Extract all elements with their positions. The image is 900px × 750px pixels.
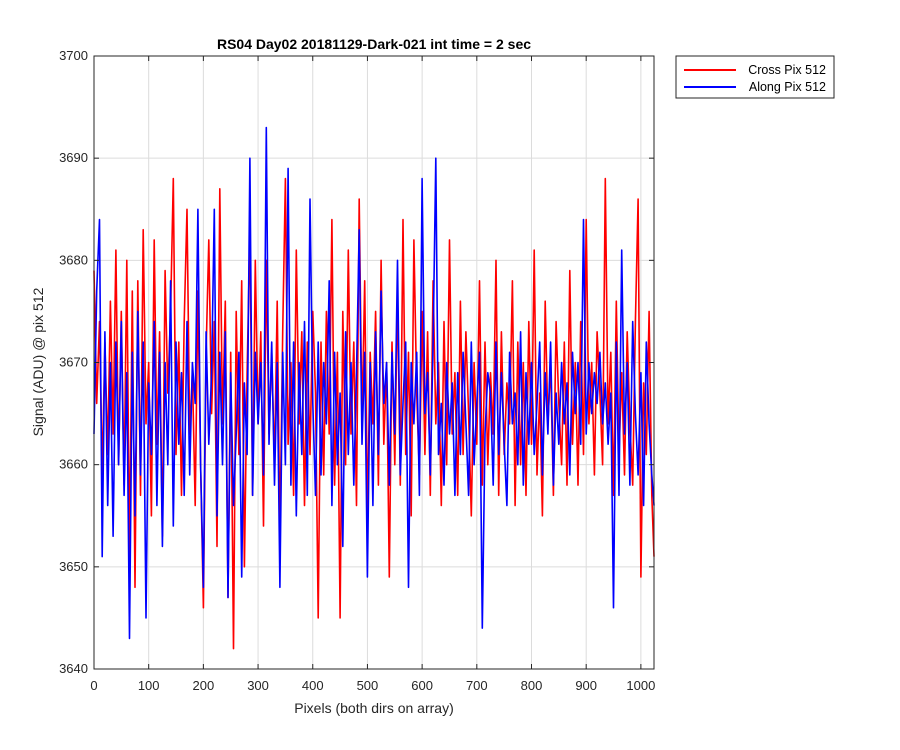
legend-box [675,55,835,99]
x-tick-label: 300 [247,678,269,693]
x-tick-label: 700 [466,678,488,693]
legend-label-cross: Cross Pix 512 [748,63,826,77]
y-tick-label: 3660 [59,457,88,472]
y-tick-label: 3700 [59,48,88,63]
x-tick-label: 500 [357,678,379,693]
chart-title: RS04 Day02 20181129-Dark-021 int time = … [217,36,531,52]
legend: Cross Pix 512 Along Pix 512 [675,55,835,99]
x-tick-label: 100 [138,678,160,693]
x-axis-label: Pixels (both dirs on array) [294,700,454,716]
x-tick-label: 200 [193,678,215,693]
x-tick-label: 900 [575,678,597,693]
x-tick-label: 400 [302,678,324,693]
y-tick-label: 3680 [59,252,88,267]
y-tick-label: 3650 [59,559,88,574]
y-axis-label: Signal (ADU) @ pix 512 [30,287,46,436]
ticks [93,55,654,670]
series-layer [93,126,655,650]
x-tick-label: 0 [90,678,97,693]
series-line-along-pix-512 [93,126,655,640]
y-tick-label: 3690 [59,150,88,165]
legend-label-along: Along Pix 512 [749,80,826,94]
x-tick-label: 1000 [626,678,655,693]
x-tick-label: 800 [521,678,543,693]
y-tick-label: 3640 [59,661,88,676]
tick-labels: 0 100 200 300 400 500 600 700 800 900 1000 3640 3650… [59,48,655,693]
y-tick-label: 3670 [59,355,88,370]
x-tick-label: 600 [411,678,433,693]
